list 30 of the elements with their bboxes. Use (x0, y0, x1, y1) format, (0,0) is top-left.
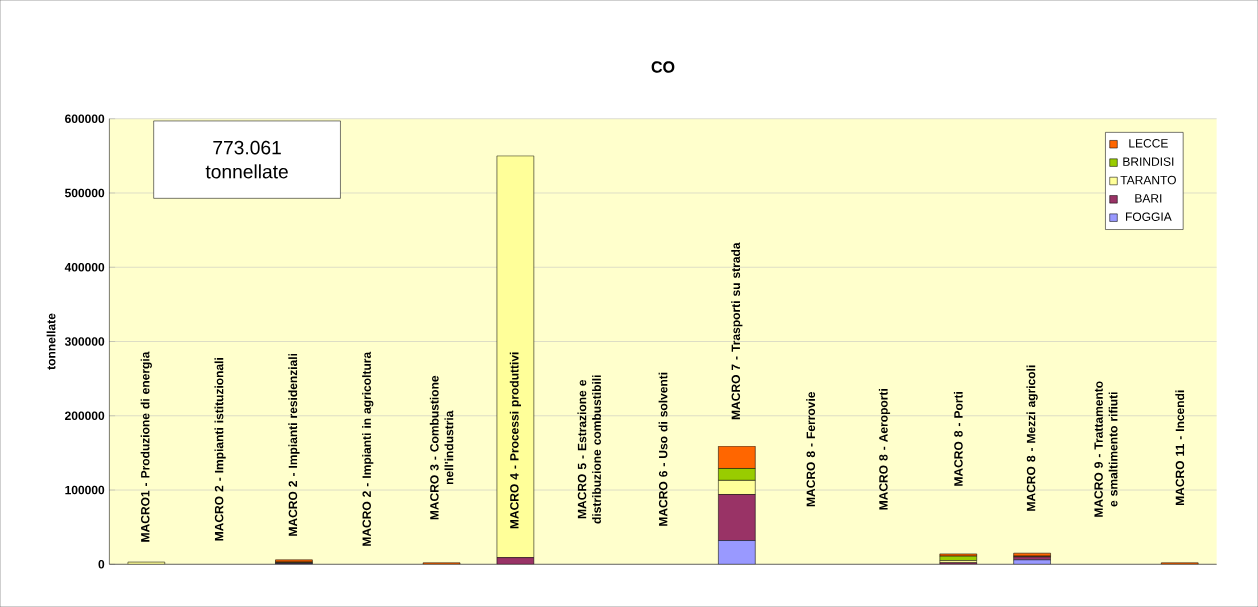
y-tick-label: 0 (98, 560, 105, 569)
x-tick-label: MACRO 6 - Uso di solventi (658, 372, 668, 526)
legend-label: BRINDISI (1123, 157, 1174, 166)
x-tick-label: MACRO 5 - Estrazione e distribuzione combustibili (577, 375, 601, 524)
x-tick-label: MACRO 7 - Trasporti su strada (731, 242, 743, 420)
x-tick-label: MACRO 8 - Aeroporti (878, 389, 891, 510)
y-tick-label: 400000 (64, 262, 105, 272)
legend-label: LECCE (1129, 139, 1168, 148)
x-tick-label: MACRO 2 - Impianti residenziali (288, 353, 300, 536)
x-tick-label: MACRO 8 - Mezzi agricoli (1026, 365, 1038, 511)
legend-label: FOGGIA (1126, 212, 1172, 221)
x-tick-label: MACRO 2 - Impianti istituzionali (214, 358, 226, 541)
x-tick-label: MACRO 2 - Impianti in agricoltura (362, 351, 374, 546)
x-tick-label: MACRO 8 - Ferrovie (806, 391, 816, 507)
x-tick-label: MACRO 11 - Incendi (1175, 390, 1185, 506)
x-tick-label: MACRO 8 - Porti (953, 392, 963, 486)
y-tick-label: 300000 (64, 337, 105, 346)
y-tick-label: 100000 (65, 485, 105, 495)
x-tick-label: MACRO 3 - Combustione nell'industria (429, 375, 454, 520)
legend-label: BARI (1135, 194, 1162, 203)
x-tick-label: MACRO1 - Produzione di energia (140, 351, 152, 542)
legend-label: TARANTO (1120, 175, 1176, 185)
y-axis-title: tonnellate (46, 313, 56, 370)
annotation: 773.061 tonnellate (205, 140, 288, 179)
y-tick-label: 200000 (65, 411, 105, 421)
y-tick-label: 600000 (65, 114, 105, 123)
x-tick-label: MACRO 9 - Trattamento e smaltimento rifiuti (1094, 381, 1118, 517)
chart-title: CO (651, 61, 675, 73)
x-tick-label: MACRO 4 - Processi produttivi (509, 352, 521, 529)
y-tick-label: 500000 (64, 188, 105, 198)
